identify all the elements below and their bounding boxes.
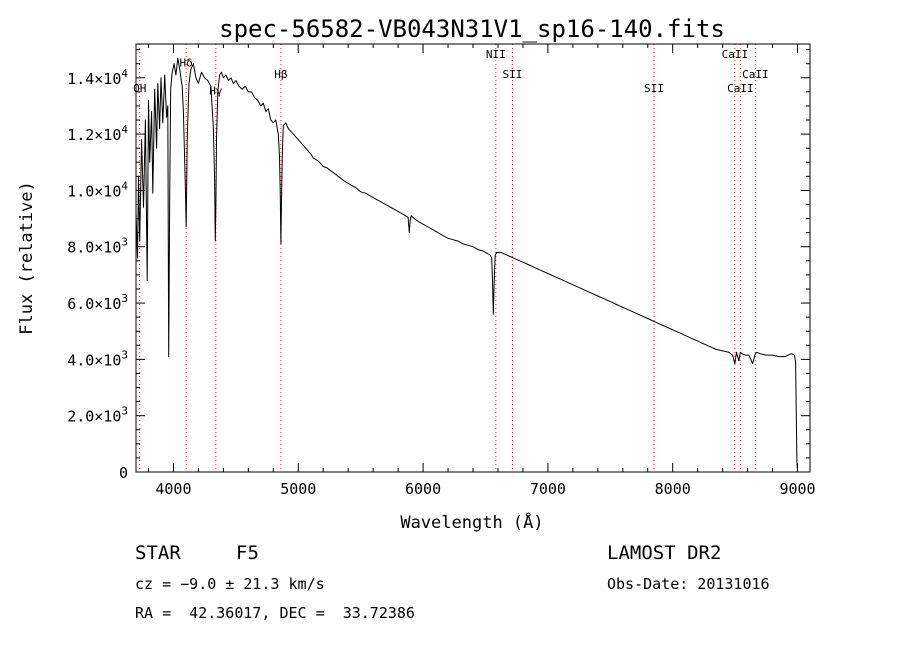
y-tick-label-2: 4.0×103 (67, 348, 128, 369)
x-tick-label-0: 4000 (155, 480, 191, 498)
redshift-velocity: cz = −9.0 ± 21.3 km/s (135, 575, 325, 593)
line-marker-label-1: Hδ (180, 57, 193, 70)
sky-coordinates: RA = 42.36017, DEC = 33.72386 (135, 604, 415, 622)
y-axis-label: Flux (relative) (17, 181, 37, 335)
line-marker-label-0: OH (133, 82, 146, 95)
line-marker-label-9: CaII (742, 68, 769, 81)
y-tick-label-4: 8.0×103 (67, 236, 128, 257)
x-tick-label-5: 9000 (779, 480, 815, 498)
survey-name: LAMOST DR2 (607, 542, 722, 564)
x-axis-label: Wavelength (Å) (400, 511, 543, 533)
y-tick-label-6: 1.2×104 (67, 123, 128, 144)
y-tick-label-5: 1.0×104 (67, 179, 128, 200)
line-marker-label-6: SII (644, 82, 664, 95)
spectrum-series-0 (135, 57, 798, 473)
y-tick-label-1: 2.0×103 (67, 405, 128, 426)
x-tick-label-1: 5000 (280, 480, 316, 498)
x-tick-label-3: 7000 (530, 480, 566, 498)
x-tick-label-4: 8000 (655, 480, 691, 498)
observation-date: Obs-Date: 20131016 (607, 575, 770, 593)
chart-title: spec-56582-VB043N31V1_sp16-140.fits (219, 15, 725, 43)
x-tick-label-2: 6000 (405, 480, 441, 498)
line-marker-label-7: CaII (722, 48, 749, 61)
line-marker-label-2: Hγ (209, 85, 223, 98)
line-marker-label-3: Hβ (274, 68, 288, 81)
line-marker-label-4: NII (486, 48, 506, 61)
y-tick-label-0: 0 (119, 464, 128, 482)
line-marker-label-5: SII (503, 68, 523, 81)
y-tick-label-7: 1.4×104 (67, 67, 128, 88)
y-tick-label-3: 6.0×103 (67, 292, 128, 313)
object-class: STAR (135, 542, 181, 564)
line-marker-label-8: CaII (727, 82, 754, 95)
plot-frame (135, 43, 811, 473)
spectral-subclass: F5 (236, 542, 259, 564)
